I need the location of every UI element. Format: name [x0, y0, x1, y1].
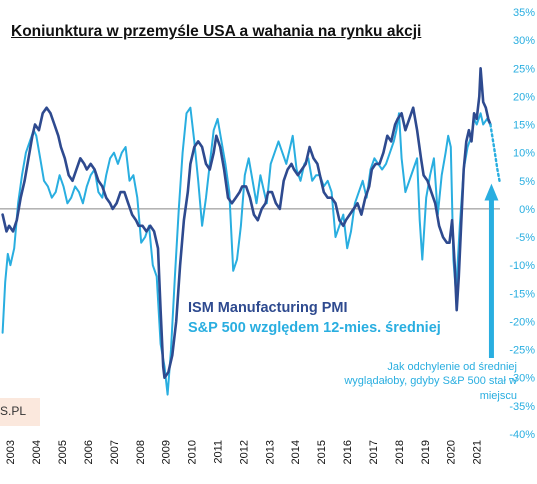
x-tick-label: 2016: [342, 440, 354, 464]
brand-text: S.PL: [0, 404, 27, 418]
legend-ism-label: ISM Manufacturing PMI: [188, 300, 348, 316]
chart-title: Koniunktura w przemyśle USA a wahania na…: [11, 23, 422, 40]
x-tick-label: 2009: [161, 440, 173, 464]
brand-box: [0, 398, 40, 426]
y-tick-label: -30%: [509, 373, 535, 385]
y-tick-label: 35%: [513, 7, 535, 19]
y-tick-label: -40%: [509, 429, 535, 441]
y-tick-label: 30%: [513, 35, 535, 47]
x-tick-label: 2012: [238, 440, 250, 464]
x-tick-label: 2015: [316, 440, 328, 464]
y-tick-label: -5%: [515, 232, 535, 244]
y-tick-label: 0%: [519, 204, 535, 216]
x-tick-label: 2013: [264, 440, 276, 464]
projection-arrow-head: [484, 183, 499, 201]
y-tick-label: -20%: [509, 316, 535, 328]
y-tick-label: 5%: [519, 176, 535, 188]
y-tick-label: -35%: [509, 401, 535, 413]
x-tick-label: 2005: [57, 440, 69, 464]
y-tick-label: 20%: [513, 91, 535, 103]
x-tick-label: 2014: [290, 440, 302, 464]
y-tick-label: -10%: [509, 260, 535, 272]
y-tick-label: -25%: [509, 345, 535, 357]
x-tick-label: 2019: [420, 440, 432, 464]
sp500-series-line: [1, 106, 492, 396]
x-tick-label: 2003: [5, 440, 17, 464]
x-tick-label: 2006: [83, 440, 95, 464]
y-tick-label: 25%: [513, 63, 535, 75]
x-tick-label: 2011: [213, 440, 225, 464]
x-tick-label: 2020: [446, 440, 458, 464]
x-tick-label: 2021: [472, 440, 484, 464]
x-tick-label: 2008: [135, 440, 147, 464]
y-tick-label: -15%: [509, 288, 535, 300]
y-tick-label: 10%: [513, 148, 535, 160]
x-tick-label: 2010: [187, 440, 199, 464]
x-tick-label: 2004: [31, 440, 43, 464]
x-tick-label: 2007: [109, 440, 121, 464]
x-tick-label: 2017: [368, 440, 380, 464]
y-tick-label: 15%: [513, 120, 535, 132]
projection-series-line: [489, 123, 501, 182]
x-tick-label: 2018: [394, 440, 406, 464]
projection-annotation: Jak odchylenie od średniej wyglądałoby, …: [344, 361, 517, 402]
ism-series-line: [1, 67, 492, 379]
legend-sp500-label: S&P 500 względem 12-mies. średniej: [188, 320, 441, 336]
